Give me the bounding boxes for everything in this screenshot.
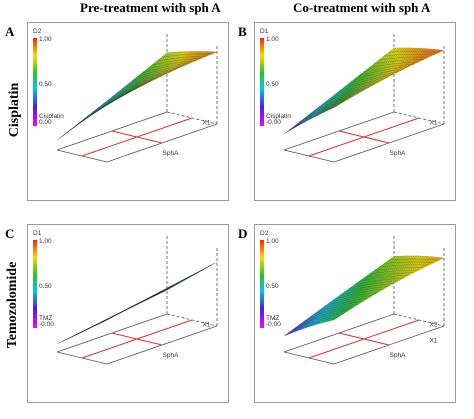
colorbar-tick-label: 0.50 (266, 81, 279, 88)
surface-cell (388, 256, 397, 261)
colorbar-tick-label: 1.00 (39, 36, 52, 43)
surface-mesh (56, 261, 218, 345)
surface-cell (184, 275, 193, 280)
x-axis-label: X1 (203, 322, 211, 329)
colorbar (260, 38, 264, 126)
surface-cell (171, 283, 179, 288)
surface-cell (161, 52, 170, 58)
red-axis-line (81, 319, 193, 359)
colorbar (33, 38, 37, 126)
z-axis-label: D2 (260, 230, 269, 237)
red-axis-line (308, 319, 420, 359)
colorbar-tick-label: 1.00 (266, 36, 279, 43)
surface-cell (283, 331, 292, 337)
y-axis-label: SphA (390, 150, 407, 157)
colorbar-tick-label: -0.00 (39, 321, 54, 328)
panel-letter-a: A (5, 24, 15, 39)
z-axis-label: D1 (260, 28, 269, 35)
surface-cell (205, 264, 213, 269)
colorbar-tick-label: 0.50 (39, 283, 52, 290)
surface-cell (173, 282, 181, 287)
x-axis-label-secondary: X1 (430, 338, 438, 345)
colorbar-tick-label: 0.50 (39, 81, 52, 88)
surface-cell (186, 274, 195, 279)
colorbar (260, 240, 264, 328)
surface-cell (189, 273, 197, 278)
colorbar-tick-label: 0.50 (266, 283, 279, 290)
surface-cell (177, 279, 186, 284)
colorbar-tick-label: -0.00 (266, 321, 281, 328)
surface-cell (180, 278, 188, 283)
row-title-cisplatin: Cisplatin (7, 82, 22, 138)
red-axis-line (308, 117, 420, 157)
column-title-pre: Pre-treatment with sph A (80, 0, 221, 15)
drug-label: Cisplatin (39, 113, 64, 120)
drug-label: TMZ (266, 315, 279, 322)
panel-letter-d: D (238, 226, 248, 241)
surface-mesh (283, 255, 445, 337)
z-axis-label: D2 (33, 28, 42, 35)
colorbar-tick-label: 1.00 (39, 238, 52, 245)
red-axis-line (81, 117, 193, 157)
surface-cell (175, 280, 183, 286)
surface-mesh (283, 47, 445, 135)
panel-frame (27, 224, 229, 403)
panel-frame (254, 224, 456, 403)
colorbar-tick-label: -0.00 (266, 119, 281, 126)
y-axis-label: SphA (163, 150, 180, 157)
surface-cell (193, 270, 202, 275)
surface-cell (202, 265, 211, 270)
column-title-co: Co-treatment with sph A (293, 0, 431, 15)
panel-frame (254, 22, 456, 201)
x-axis-label: X1 (430, 120, 438, 127)
colorbar-tick-label: 0.00 (39, 119, 52, 126)
surface-cell (182, 277, 190, 282)
x-axis-label: X2 (430, 322, 438, 329)
surface-cell (168, 284, 177, 289)
colorbar (33, 240, 37, 328)
surface-cell (161, 288, 170, 293)
x-axis-label: X1 (203, 120, 211, 127)
panel-letter-b: B (238, 24, 247, 39)
y-axis-label: SphA (390, 352, 407, 359)
panel-frame (27, 22, 229, 201)
surface-cell (191, 272, 199, 277)
row-title-temozolomide: Temozolomide (5, 261, 20, 349)
panel-letter-c: C (5, 226, 15, 241)
y-axis-label: SphA (163, 352, 180, 359)
drug-label: Cisplatin (266, 113, 291, 120)
drug-label: TMZ (39, 315, 52, 322)
surface-mesh (56, 51, 218, 141)
surface-cell (196, 269, 204, 274)
surface-cell (209, 261, 218, 267)
surface-cell (388, 47, 397, 53)
z-axis-label: D1 (33, 230, 42, 237)
surface-cell (200, 266, 208, 272)
colorbar-tick-label: 1.00 (266, 238, 279, 245)
